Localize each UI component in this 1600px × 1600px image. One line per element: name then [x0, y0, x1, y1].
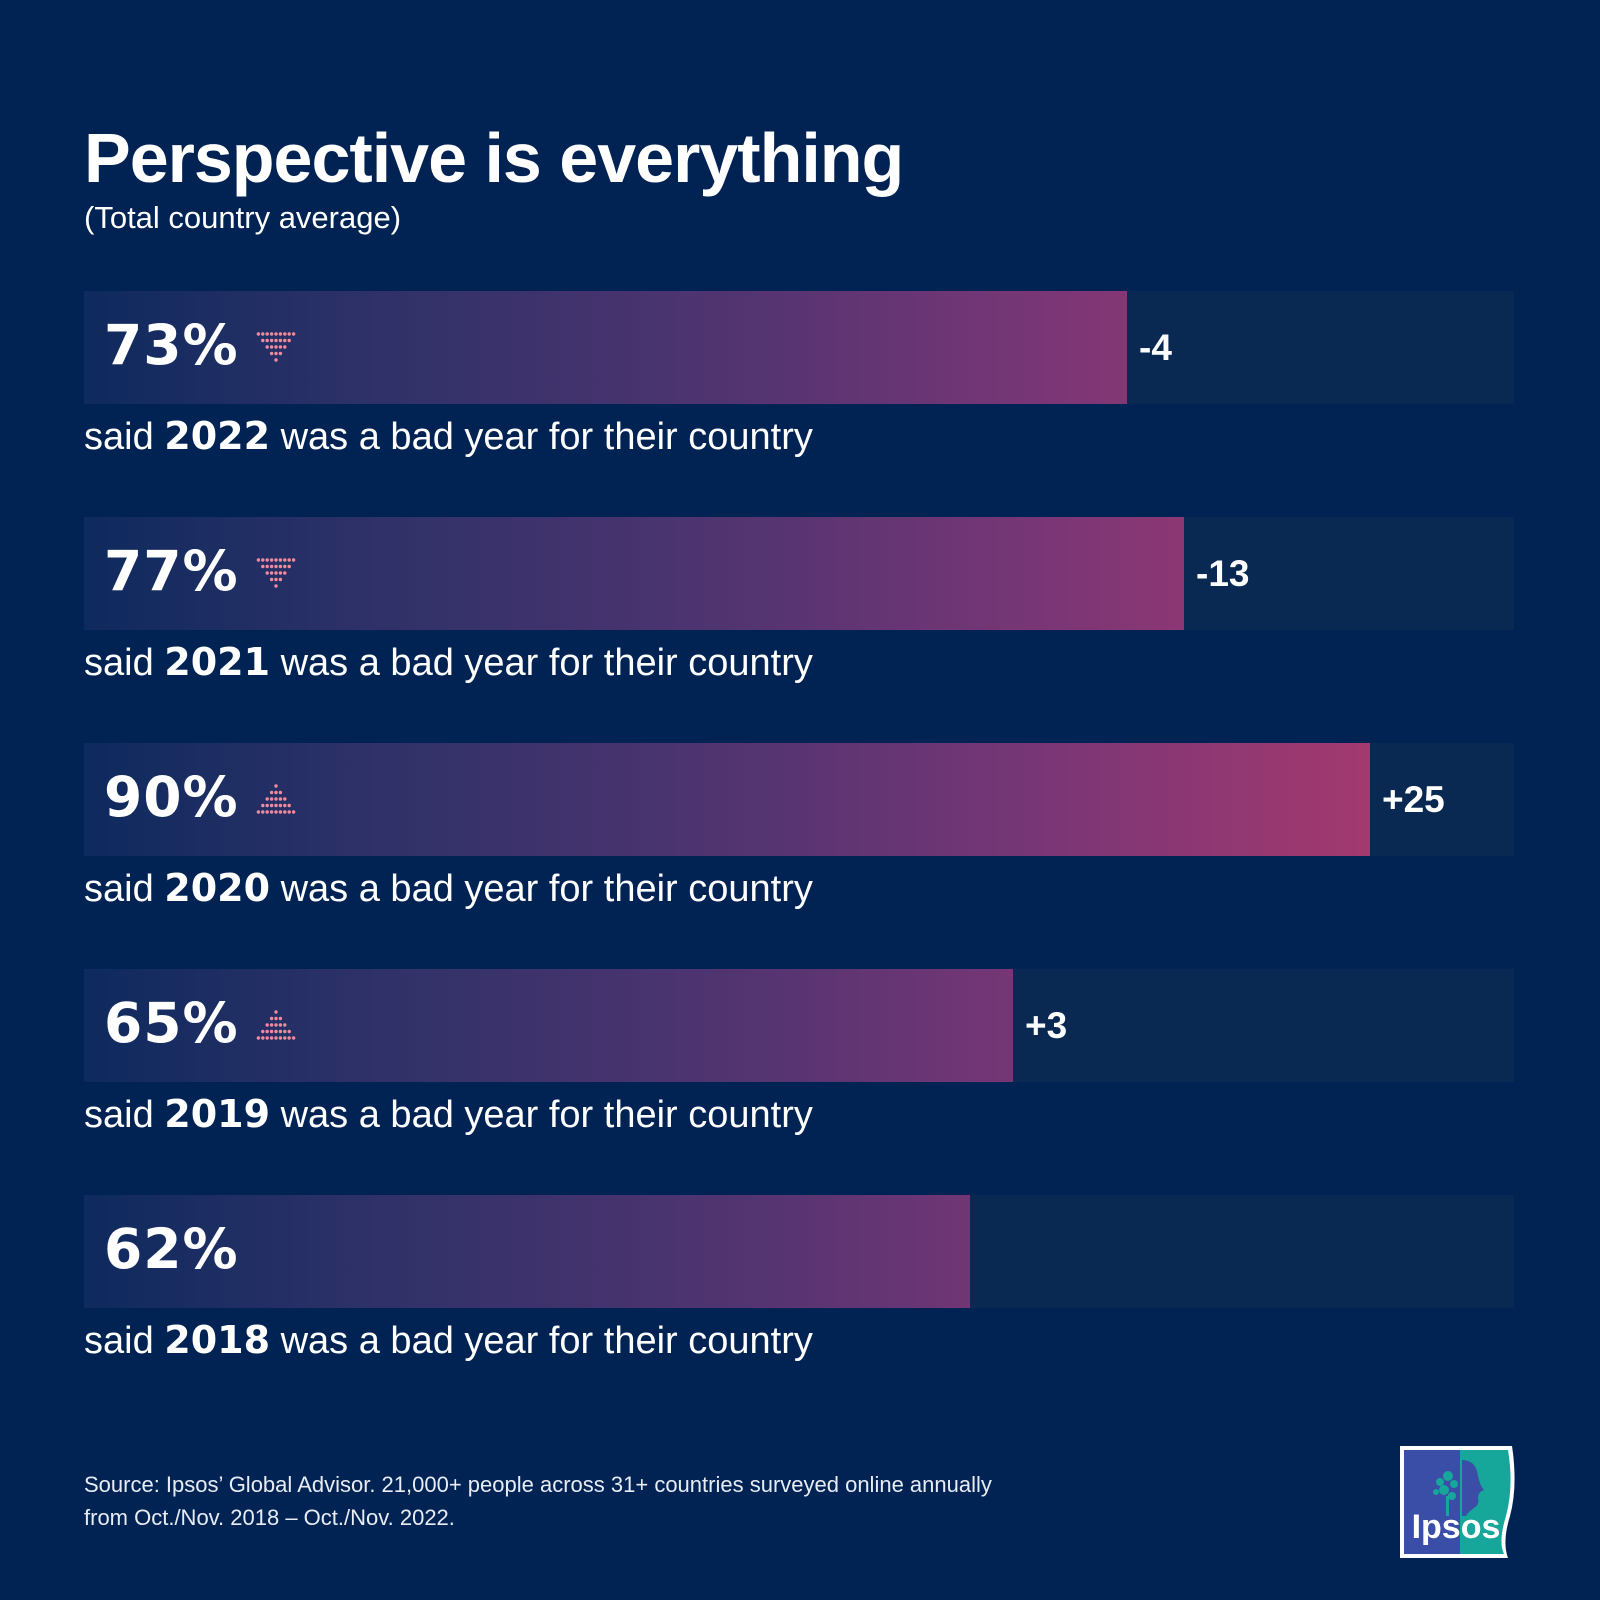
bar-row-2019: 65% +3	[84, 969, 1514, 1082]
caption-year: 2019	[164, 1092, 271, 1136]
down-arrow-icon	[256, 558, 296, 588]
caption-2022: said 2022 was a bad year for their count…	[84, 414, 813, 459]
bar-value-label: 90%	[104, 765, 239, 829]
source-note: Source: Ipsos’ Global Advisor. 21,000+ p…	[84, 1468, 1084, 1534]
bar-2022	[84, 291, 1127, 404]
bar-2021	[84, 517, 1184, 630]
bar-2018	[84, 1195, 970, 1308]
change-label: +3	[1025, 1005, 1068, 1046]
caption-suffix: was a bad year for their country	[270, 868, 813, 910]
bar-row-2018: 62%	[84, 1195, 1514, 1308]
logo-blue-panel	[1404, 1450, 1464, 1554]
source-line-1: Source: Ipsos’ Global Advisor. 21,000+ p…	[84, 1472, 992, 1497]
caption-prefix: said	[84, 1094, 165, 1136]
chart-subtitle: (Total country average)	[84, 200, 402, 235]
bar-row-2022: 73% -4	[84, 291, 1514, 404]
change-label: -4	[1139, 327, 1172, 368]
bar-value-label: 62%	[104, 1217, 239, 1281]
caption-2020: said 2020 was a bad year for their count…	[84, 866, 813, 911]
caption-prefix: said	[84, 1320, 165, 1362]
down-arrow-icon	[256, 332, 296, 362]
ipsos-logo: Ipsos	[1400, 1446, 1515, 1558]
caption-year: 2018	[164, 1318, 271, 1362]
bar-value-label: 65%	[104, 991, 239, 1055]
up-arrow-icon	[256, 784, 296, 814]
change-label: -13	[1196, 553, 1250, 594]
caption-suffix: was a bad year for their country	[270, 416, 813, 458]
bar-value-label: 77%	[104, 539, 239, 603]
logo-tree-icon	[1433, 1471, 1458, 1516]
chart-title: Perspective is everything	[84, 119, 904, 197]
logo-profile-icon	[1462, 1460, 1484, 1516]
bar-value-label: 73%	[104, 313, 239, 377]
caption-prefix: said	[84, 642, 165, 684]
caption-prefix: said	[84, 868, 165, 910]
caption-prefix: said	[84, 416, 165, 458]
bar-2019	[84, 969, 1013, 1082]
caption-suffix: was a bad year for their country	[270, 642, 813, 684]
caption-year: 2020	[164, 866, 271, 910]
caption-year: 2022	[164, 414, 271, 458]
bar-2020	[84, 743, 1370, 856]
caption-year: 2021	[164, 640, 271, 684]
change-label: +25	[1382, 779, 1445, 820]
source-line-2: from Oct./Nov. 2018 – Oct./Nov. 2022.	[84, 1505, 455, 1530]
logo-wordmark: Ipsos	[1412, 1508, 1501, 1546]
bar-row-2021: 77% -13	[84, 517, 1514, 630]
caption-suffix: was a bad year for their country	[270, 1320, 813, 1362]
caption-2019: said 2019 was a bad year for their count…	[84, 1092, 813, 1137]
caption-2018: said 2018 was a bad year for their count…	[84, 1318, 813, 1363]
bar-row-2020: 90% +25	[84, 743, 1514, 856]
caption-suffix: was a bad year for their country	[270, 1094, 813, 1136]
caption-2021: said 2021 was a bad year for their count…	[84, 640, 813, 685]
up-arrow-icon	[256, 1010, 296, 1040]
